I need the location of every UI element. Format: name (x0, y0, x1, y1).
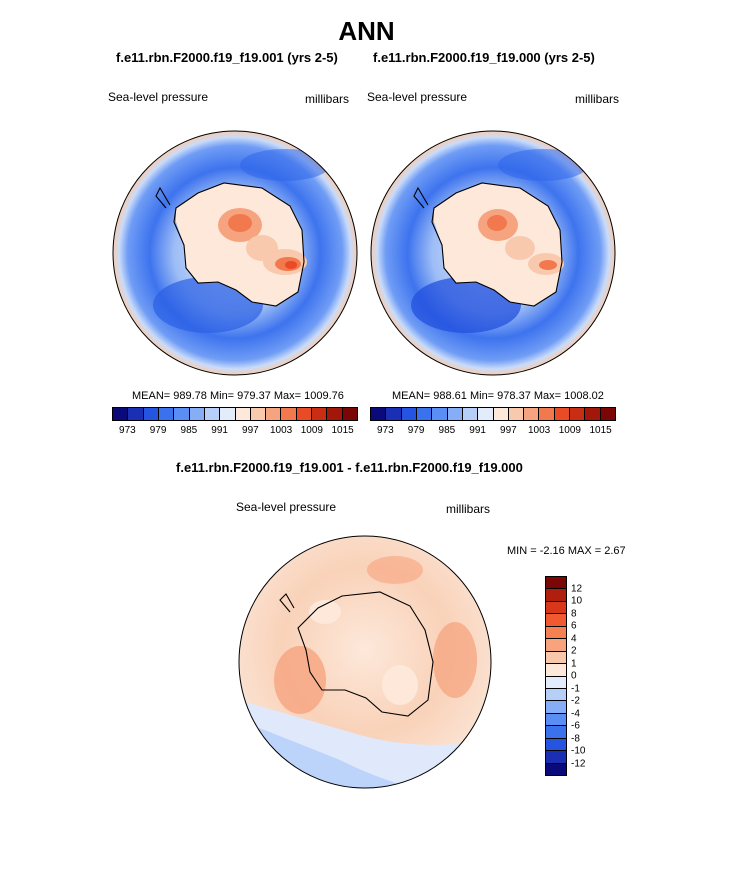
difference-colorbar-swatch (546, 676, 566, 689)
difference-colorbar-swatch (546, 589, 566, 602)
difference-colorbar-swatch (546, 601, 566, 615)
difference-map (239, 536, 491, 788)
panel-1-colorbar-swatch (342, 408, 357, 420)
difference-colorbar-swatch (546, 738, 566, 752)
panel-1-colorbar-swatch (189, 408, 205, 420)
panel-1-map (113, 131, 357, 375)
panel-2-colorbar-tick-label: 979 (407, 425, 425, 436)
panel-2-colorbar-tick-label: 991 (469, 425, 486, 436)
panel-1-colorbar-swatch (158, 408, 175, 420)
panel-2-variable-label: Sea-level pressure (367, 90, 468, 104)
panel-1-colorbar-tick-label: 1003 (270, 425, 293, 436)
panel-1-colorbar-tick-label: 1009 (300, 425, 323, 436)
panel-2-units-label: millibars (575, 92, 620, 106)
panel-2-colorbar-swatch (539, 408, 555, 420)
difference-colorbar-swatch (546, 651, 566, 665)
panel-1-title: f.e11.rbn.F2000.f19_f19.001 (yrs 2-5) (116, 50, 338, 65)
panel-2-colorbar-tick-label: 985 (438, 425, 456, 436)
panel-1-colorbar-swatch (204, 408, 221, 420)
panel-2-colorbar-tick-label: 997 (500, 425, 517, 436)
panel-1-units-label: millibars (305, 92, 350, 106)
panel-2-stats: MEAN= 988.61 Min= 978.37 Max= 1008.02 (392, 390, 604, 402)
panel-2-colorbar-swatch (462, 408, 479, 420)
difference-colorbar-tick-label: 10 (571, 595, 583, 607)
difference-colorbar-swatch (546, 726, 566, 739)
panel-2-colorbar-swatch (508, 408, 525, 420)
panel-1-stats: MEAN= 989.78 Min= 979.37 Max= 1009.76 (132, 390, 344, 402)
panel-2-colorbar-swatch (600, 408, 615, 420)
panel-2-colorbar-swatch (386, 408, 402, 420)
difference-colorbar-swatch (546, 688, 566, 702)
difference-colorbar-tick-label: -12 (571, 758, 586, 769)
difference-colorbar-tick-label: 1 (571, 658, 577, 669)
panel-1-colorbar-swatch (281, 408, 297, 420)
panel-1-colorbar-swatch (220, 408, 236, 420)
difference-colorbar-tick-label: 4 (571, 633, 577, 644)
difference-colorbar-swatch (546, 664, 566, 677)
panel-2-colorbar-swatch (478, 408, 494, 420)
difference-colorbar-swatch (546, 713, 566, 727)
panel-1-colorbar-swatch (266, 408, 282, 420)
difference-colorbar-swatch (546, 763, 566, 775)
panel-1-colorbar-swatch (296, 408, 313, 420)
figure-title: ANN (338, 16, 395, 46)
difference-colorbar-swatch (546, 701, 566, 714)
panel-2-title: f.e11.rbn.F2000.f19_f19.000 (yrs 2-5) (373, 50, 595, 65)
panel-1-colorbar-tick-label: 1015 (331, 425, 354, 436)
difference-colorbar-tick-label: 8 (571, 608, 577, 619)
panel-1-colorbar-swatch (235, 408, 251, 420)
panel-2-map (371, 131, 615, 375)
panel-2-colorbar (370, 407, 616, 421)
difference-stats: MIN = -2.16 MAX = 2.67 (507, 545, 626, 557)
difference-colorbar-tick-label: 2 (571, 645, 577, 657)
panel-1-colorbar-tick-label: 997 (242, 425, 259, 436)
panel-2-colorbar-tick-label: 1015 (589, 425, 612, 436)
panel-2-colorbar-swatch (447, 408, 463, 420)
panel-2-colorbar-tick-label: 1009 (558, 425, 581, 436)
difference-colorbar-tick-label: -8 (571, 733, 580, 744)
panel-2-colorbar-swatch (432, 408, 448, 420)
panel-2-colorbar-swatch (585, 408, 601, 420)
panel-2-colorbar-swatch (524, 408, 540, 420)
difference-colorbar-tick-label: 12 (571, 583, 583, 594)
panel-1-colorbar (112, 407, 358, 421)
panel-1-colorbar-swatch (174, 408, 190, 420)
panel-2-colorbar-swatch (371, 408, 387, 420)
panel-1-colorbar-tick-label: 991 (211, 425, 228, 436)
panel-2-colorbar-tick-label: 973 (377, 425, 394, 436)
difference-colorbar-tick-label: 0 (571, 670, 577, 682)
panel-2-colorbar-swatch (570, 408, 586, 420)
panel-1-colorbar-tick-label: 973 (119, 425, 136, 436)
panel-1-colorbar-swatch (312, 408, 328, 420)
difference-colorbar-swatch (546, 626, 566, 640)
difference-colorbar-swatch (546, 614, 566, 627)
panel-2-colorbar-tick-label: 1003 (528, 425, 551, 436)
difference-colorbar (545, 576, 567, 776)
difference-colorbar-tick-label: -1 (571, 683, 580, 694)
panel-2-colorbar-swatch (401, 408, 417, 420)
difference-units-label: millibars (446, 502, 491, 516)
difference-colorbar-tick-label: 6 (571, 620, 577, 632)
difference-colorbar-swatch (546, 639, 566, 652)
panel-1-colorbar-tick-label: 985 (180, 425, 198, 436)
panel-2-colorbar-swatch (493, 408, 509, 420)
difference-colorbar-tick-label: -10 (571, 745, 586, 757)
panel-1-colorbar-swatch (128, 408, 144, 420)
difference-colorbar-tick-label: -6 (571, 720, 580, 732)
difference-title: f.e11.rbn.F2000.f19_f19.001 - f.e11.rbn.… (176, 460, 523, 475)
panel-2-colorbar-swatch (416, 408, 433, 420)
difference-colorbar-swatch (546, 577, 566, 590)
panel-1-colorbar-tick-label: 979 (149, 425, 167, 436)
panel-1-colorbar-swatch (250, 408, 267, 420)
panel-1-colorbar-swatch (327, 408, 343, 420)
difference-colorbar-tick-label: -4 (571, 708, 580, 719)
difference-colorbar-tick-label: -2 (571, 695, 580, 707)
panel-1-variable-label: Sea-level pressure (108, 90, 209, 104)
panel-1-colorbar-swatch (113, 408, 129, 420)
difference-colorbar-swatch (546, 751, 566, 764)
panel-1-colorbar-swatch (143, 408, 159, 420)
difference-variable-label: Sea-level pressure (236, 500, 337, 514)
panel-2-colorbar-swatch (554, 408, 571, 420)
